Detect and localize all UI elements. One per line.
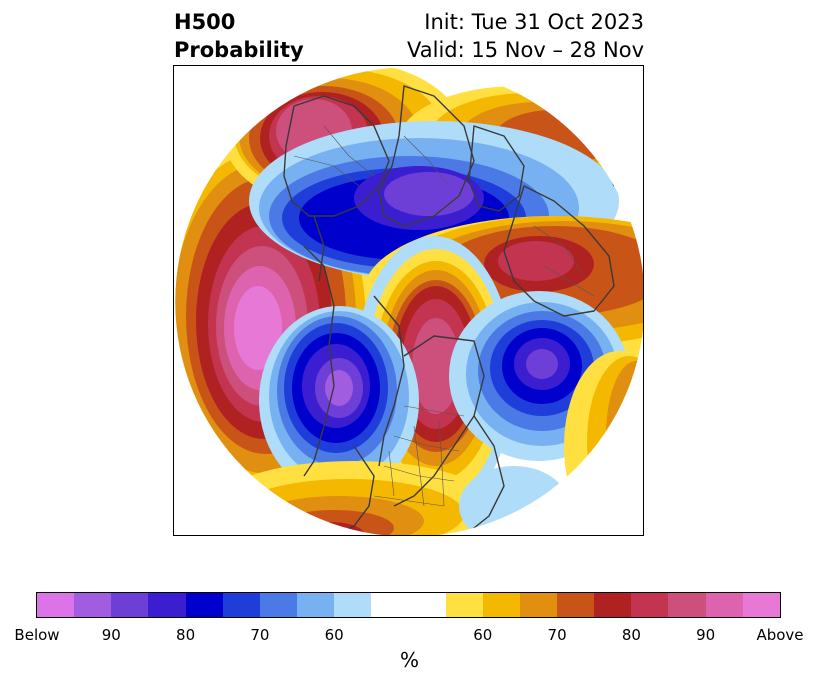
title-variable: H500 [174, 10, 236, 34]
colorbar-segment [222, 593, 260, 617]
colorbar-tick-label: 90 [696, 626, 716, 644]
map-title: H500 Probability [174, 8, 304, 64]
colorbar [36, 592, 781, 618]
colorbar-segment [668, 593, 706, 617]
colorbar-segment [556, 593, 595, 617]
valid-range: Valid: 15 Nov – 28 Nov [407, 38, 644, 62]
colorbar-tick-label: 60 [324, 626, 344, 644]
init-date: Init: Tue 31 Oct 2023 [424, 10, 644, 34]
colorbar-segment [594, 593, 632, 617]
anomaly-below-west [259, 306, 419, 496]
colorbar-segment [519, 593, 557, 617]
title-type: Probability [174, 38, 304, 62]
probability-map [174, 66, 643, 535]
colorbar-tick-label: 80 [176, 626, 196, 644]
colorbar-segment [74, 593, 112, 617]
colorbar-segment [631, 593, 669, 617]
colorbar-tick-label: Above [756, 626, 804, 644]
colorbar-segment [371, 593, 409, 617]
colorbar-unit: % [399, 648, 419, 672]
colorbar-tick-label: 70 [547, 626, 567, 644]
map-dates: Init: Tue 31 Oct 2023 Valid: 15 Nov – 28… [407, 8, 644, 64]
colorbar-tick-label: 70 [250, 626, 270, 644]
colorbar-tick-label: 80 [621, 626, 641, 644]
colorbar-segment [705, 593, 743, 617]
colorbar-segment [296, 593, 335, 617]
colorbar-segment [445, 593, 483, 617]
colorbar-segment [742, 593, 780, 617]
colorbar-tick-label: Below [14, 626, 60, 644]
borders [293, 125, 595, 507]
colorbar-tick-label: 90 [101, 626, 121, 644]
colorbar-segment [408, 593, 446, 617]
colorbar-segment [185, 593, 223, 617]
colorbar-tick-label: 60 [473, 626, 493, 644]
colorbar-segment [482, 593, 520, 617]
colorbar-segment [148, 593, 186, 617]
map-panel [173, 65, 644, 536]
colorbar-segment [259, 593, 297, 617]
colorbar-ticks: Below 90 80 70 60 60 70 80 90 Above [0, 626, 819, 646]
colorbar-segment [111, 593, 149, 617]
colorbar-segment [334, 593, 372, 617]
colorbar-segment [37, 593, 75, 617]
